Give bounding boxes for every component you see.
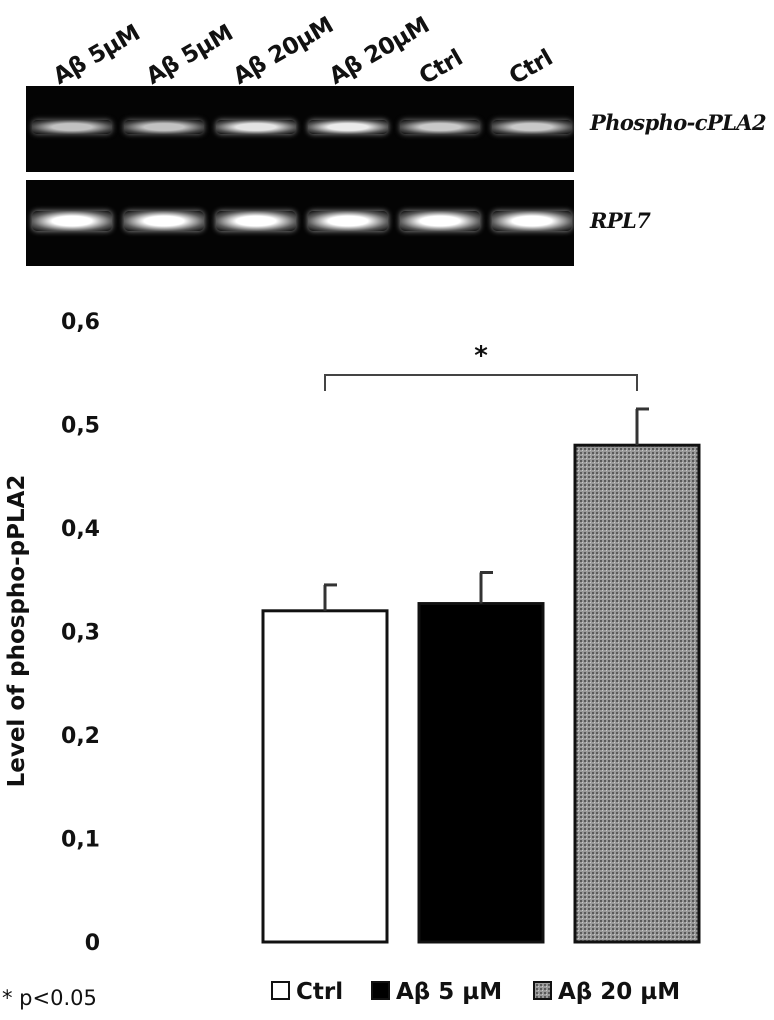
y-tick-label: 0	[85, 931, 100, 956]
blot-label-phospho-cpla2: Phospho-cPLA2	[590, 110, 767, 135]
legend-label: Aβ 5 µM	[396, 979, 502, 1005]
blot-band	[400, 120, 480, 134]
legend-swatch	[371, 981, 390, 1000]
blot-band	[216, 120, 296, 134]
y-tick-label: 0,5	[61, 414, 100, 439]
y-tick-label: 0,4	[61, 517, 100, 542]
blot-band	[32, 120, 112, 134]
blot-band	[492, 211, 572, 231]
blot-band	[400, 211, 480, 231]
blot-band	[492, 120, 572, 134]
bar	[417, 602, 545, 944]
y-tick-label: 0,1	[61, 828, 100, 853]
blot-band	[124, 211, 204, 231]
legend-swatch	[533, 981, 552, 1000]
significance-marker: *	[474, 341, 488, 371]
significance-note: * p<0.05	[2, 986, 97, 1010]
blot-band	[216, 211, 296, 231]
y-tick-label: 0,6	[61, 310, 100, 335]
y-tick-label: 0,2	[61, 724, 100, 749]
bar	[573, 443, 701, 944]
blot-band	[308, 120, 388, 134]
significance-bracket	[324, 374, 638, 391]
bar	[261, 609, 389, 944]
blot-band	[124, 120, 204, 134]
legend-label: Aβ 20 µM	[558, 979, 680, 1005]
y-tick-label: 0,3	[61, 621, 100, 646]
legend-label: Ctrl	[296, 979, 343, 1005]
blot-band	[32, 211, 112, 231]
y-axis-title: Level of phospho-pPLA2	[4, 475, 30, 788]
legend-swatch	[271, 981, 290, 1000]
blot-label-rpl7: RPL7	[590, 208, 651, 233]
blot-band	[308, 211, 388, 231]
blot-panel-phospho-cpla2	[26, 86, 574, 172]
blot-panel-rpl7	[26, 180, 574, 266]
